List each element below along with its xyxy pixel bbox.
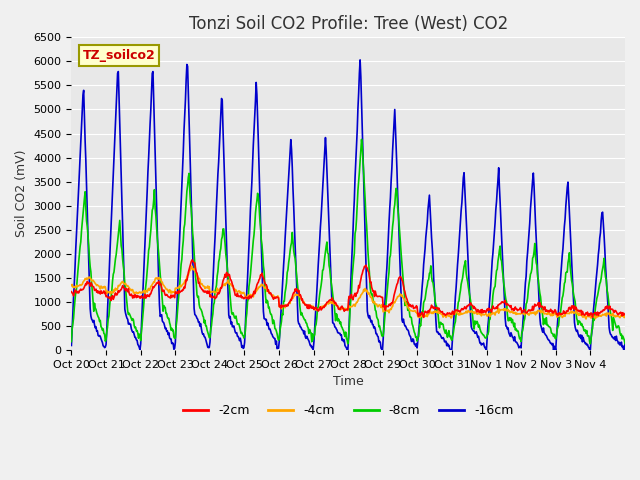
Text: TZ_soilco2: TZ_soilco2	[83, 49, 156, 62]
Legend: -2cm, -4cm, -8cm, -16cm: -2cm, -4cm, -8cm, -16cm	[178, 399, 518, 422]
Title: Tonzi Soil CO2 Profile: Tree (West) CO2: Tonzi Soil CO2 Profile: Tree (West) CO2	[189, 15, 508, 33]
Y-axis label: Soil CO2 (mV): Soil CO2 (mV)	[15, 150, 28, 238]
X-axis label: Time: Time	[333, 375, 364, 388]
